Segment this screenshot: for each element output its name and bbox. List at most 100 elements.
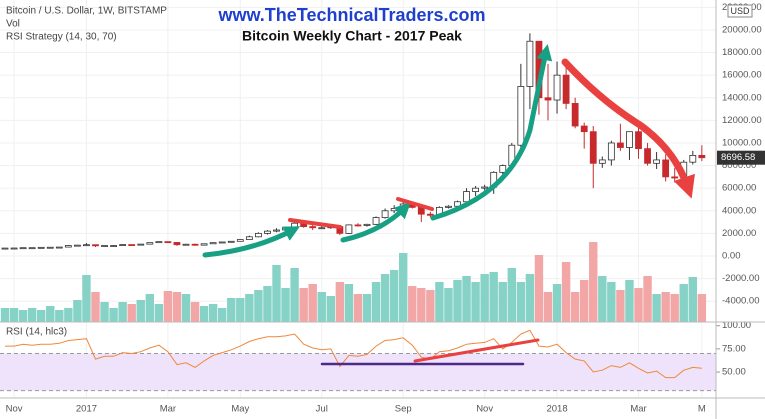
candle-body [644,148,651,164]
volume-bar [462,276,471,322]
candle-body [200,243,208,246]
candle-body [598,159,606,164]
last-price-box [717,150,765,165]
volume-bar [55,310,64,322]
y-tick-label: 8000.00 [722,160,756,171]
candle-body [562,74,570,104]
volume-bar [362,294,372,322]
volume-bar [408,286,417,322]
candle-body [110,245,117,247]
volume-bar [127,304,136,322]
volume-bar [607,282,616,322]
x-tick-label: 2017 [76,404,97,415]
candle-body [499,165,507,173]
volume-bar [589,242,598,322]
volume-bar [64,308,73,322]
candle-body [254,232,262,238]
y-tick-label: 18000.00 [722,47,762,58]
volume-label: Vol [6,19,20,30]
candle-body [426,213,434,216]
rsi-line [5,329,702,379]
currency-box [727,4,753,18]
volume-bar [634,288,643,322]
candle-body [517,86,525,146]
candle-body [128,244,136,246]
volume-bar [435,282,444,322]
candle-body [191,243,199,246]
candle-body [589,131,597,164]
volume-bar [335,282,345,322]
candle-body [580,125,588,133]
volume-bar [317,292,326,322]
volume-bar [534,255,544,322]
y-tick-label: 10000.00 [722,137,762,148]
volume-bar [82,275,91,322]
x-tick-label: Mar [160,404,176,415]
candle-body [273,229,280,232]
subtitle: www.TheTechnicalTraders.com [217,5,485,25]
candle-body [83,244,90,247]
volume-bar [109,308,118,322]
volume-bar [281,288,290,322]
volume-bar [489,272,498,322]
candle-body [37,246,45,249]
volume-bar [245,294,254,322]
y-tick-label: 16000.00 [722,70,762,81]
candle-body [1,247,9,250]
volume-bar [570,292,580,322]
candle-body [617,142,624,148]
y-tick-label: -2000.00 [722,273,760,284]
candle-body [635,131,642,150]
y-tick-label: 20000.00 [722,24,762,35]
candle-body [481,186,489,189]
candle-body [571,103,579,127]
candle-body [137,243,145,246]
volume-bar [616,290,625,322]
candle-body [607,142,615,161]
volume-bar [227,298,236,322]
volume-bar [236,298,245,322]
volume-bar [0,308,10,322]
red-arrow [561,58,695,199]
volume-bar [444,288,453,322]
x-tick-label: May [231,404,249,415]
volume-bar [498,282,507,322]
volume-bar [417,288,426,322]
volume-bar [18,310,28,322]
volume-bar [299,288,308,322]
volume-bar [27,308,37,322]
candle-body [372,217,380,225]
candle-body [318,227,326,230]
volume-bar [344,284,354,322]
y-tick-label: 6000.00 [722,183,756,194]
candle-body [119,244,127,246]
y-tick-label: 100.00 [722,320,751,331]
candle-body [345,224,353,234]
volume-bar [507,268,516,322]
candle-body [291,222,299,229]
chart-title: Bitcoin Weekly Chart - 2017 Peak [242,28,462,44]
green-arrow [202,226,301,258]
volume-bar [516,282,526,322]
candle-body [218,241,226,244]
volume-bar [697,294,707,322]
volume-bar [453,280,462,322]
candle-body [155,241,163,244]
annotations [202,44,695,366]
last-price-label: 8696.58 [721,152,755,163]
candle-body [463,191,470,203]
volume-bar [471,282,480,322]
currency: USD [730,6,750,16]
candle-body [698,155,706,159]
candle-body [245,236,253,241]
candle-body [671,176,679,179]
volume-bar [625,280,634,322]
candle-body [227,240,235,243]
candle-body [19,247,27,250]
volume-bar [208,304,218,322]
candle-body [390,208,398,212]
candle-body [363,223,371,226]
candle-body [164,241,172,244]
y-tick-label: -4000.00 [722,296,760,307]
